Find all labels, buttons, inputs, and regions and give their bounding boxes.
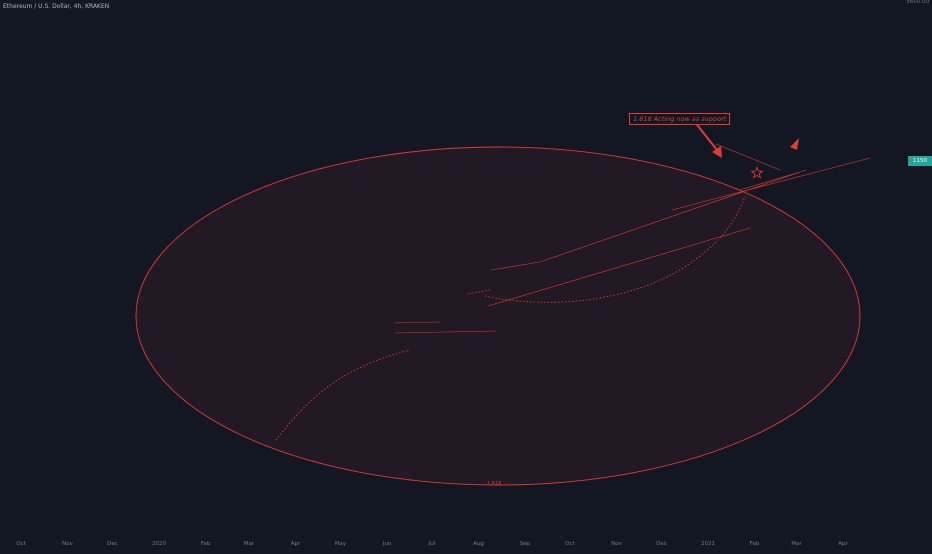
x-tick-label: 2021 — [701, 541, 715, 547]
x-tick-label: Mar — [791, 541, 802, 547]
x-tick-label: 2020 — [152, 541, 166, 547]
range-line-jun — [394, 330, 497, 334]
arrow-head — [712, 146, 722, 158]
support-arc-stub — [467, 289, 491, 295]
x-tick-label: Aug — [473, 541, 484, 547]
channel-bottom-aug — [487, 227, 751, 307]
x-tick-label: Jul — [428, 541, 436, 547]
channel-top-long — [539, 169, 807, 263]
channel-top-aug — [490, 261, 541, 271]
x-tick-label: Apr — [838, 541, 848, 547]
fib-ellipse — [135, 146, 861, 486]
wedge-top — [715, 143, 781, 171]
x-tick-label: Apr — [291, 541, 301, 547]
x-tick-label: Dec — [656, 541, 667, 547]
star-icon — [750, 166, 764, 179]
annotation-callout[interactable]: 1.618 Acting now as support — [629, 113, 731, 125]
last-price-tag: 1150 — [908, 156, 932, 166]
drawings-layer — [135, 120, 871, 486]
support-arc-parabolic — [484, 195, 746, 303]
support-arc-march — [275, 349, 411, 441]
x-tick-label: May — [335, 541, 347, 547]
trend-line-long — [671, 157, 871, 211]
x-tick-label: Feb — [750, 541, 760, 547]
x-tick-label: Oct — [16, 541, 26, 547]
fib-level-label: 1.618 — [487, 481, 502, 487]
x-tick-label: Nov — [62, 541, 73, 547]
chart-title: Ethereum / U.S. Dollar, 4h, KRAKEN — [3, 3, 110, 10]
x-tick-label: Dec — [107, 541, 118, 547]
x-tick-label: Mar — [244, 541, 255, 547]
x-tick-label: Sep — [520, 541, 531, 547]
wedge-bottom — [739, 171, 801, 191]
y-tick-label: 5600.00 — [906, 0, 929, 5]
x-tick-label: Feb — [201, 541, 211, 547]
x-tick-label: Oct — [565, 541, 575, 547]
x-tick-label: Nov — [611, 541, 622, 547]
arrow-shaft — [693, 120, 718, 151]
range-line-jun-top — [394, 321, 441, 324]
rocket-icon — [790, 138, 799, 150]
x-tick-label: Jun — [382, 541, 392, 547]
